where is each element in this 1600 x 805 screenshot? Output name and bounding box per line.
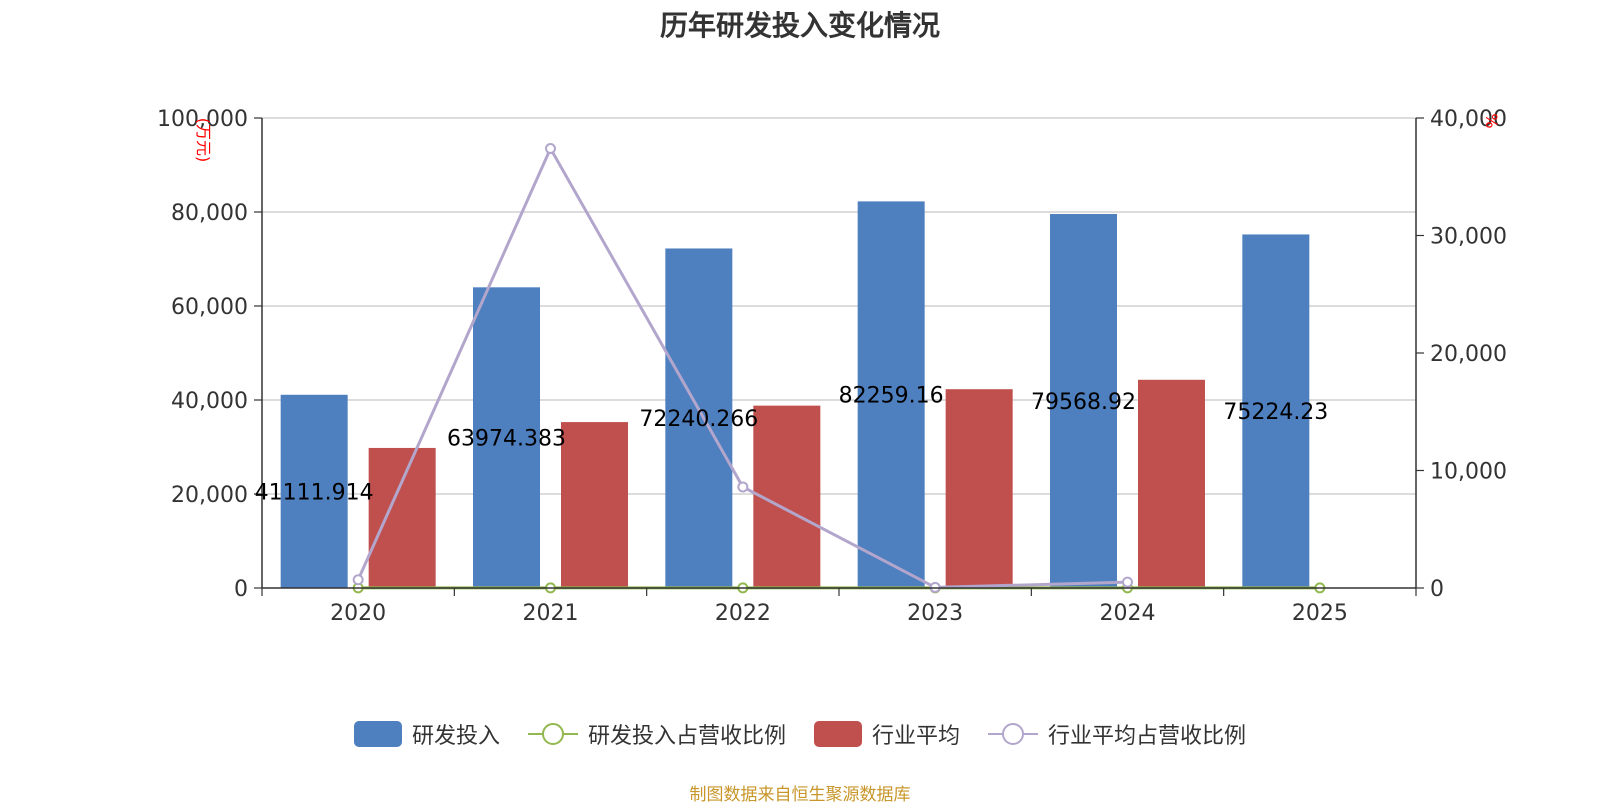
legend-label-rd-ratio: 研发投入占营收比例 bbox=[587, 724, 786, 749]
y-left-tick-label: 60,000 bbox=[171, 295, 248, 320]
bar-rd-investment bbox=[280, 394, 348, 588]
legend: 研发投入 研发投入占营收比例 行业平均 行业平均占营收比例 bbox=[0, 718, 1600, 750]
data-label-rd: 75224.23 bbox=[1223, 400, 1328, 425]
legend-label-industry-ratio: 行业平均占营收比例 bbox=[1048, 724, 1247, 749]
y-left-tick-label: 40,000 bbox=[171, 389, 248, 414]
x-tick-label: 2023 bbox=[907, 601, 963, 626]
axes: 0 20,000 40,000 60,000 80,000 100,000 0 10,000 2… bbox=[157, 107, 1507, 626]
bar-industry-average bbox=[1138, 379, 1205, 588]
y-right-tick-label: 10,000 bbox=[1430, 460, 1507, 485]
legend-swatch-industry-ratio bbox=[988, 723, 1039, 745]
x-tick-label: 2021 bbox=[523, 601, 579, 626]
legend-swatch-rd-ratio bbox=[527, 723, 578, 745]
data-label-rd: 82259.16 bbox=[839, 384, 944, 409]
x-tick-label: 2020 bbox=[330, 601, 386, 626]
y-left-tick-label: 100,000 bbox=[157, 107, 248, 132]
bar-rd-investment bbox=[857, 201, 925, 588]
legend-item-rd-ratio[interactable]: 研发投入占营收比例 bbox=[527, 718, 786, 750]
legend-swatch-industry bbox=[814, 721, 862, 747]
legend-swatch-rd bbox=[353, 721, 402, 747]
bar-rd-investment bbox=[1242, 234, 1310, 589]
bar-industry-average bbox=[945, 389, 1013, 588]
y-left-unit: (万元) bbox=[194, 118, 213, 163]
bar-rd-investment bbox=[473, 287, 540, 588]
y-left-tick-label: 80,000 bbox=[171, 201, 248, 226]
bar-industry-average bbox=[368, 447, 436, 588]
line-industry-ratio-point bbox=[545, 143, 556, 155]
legend-item-industry[interactable]: 行业平均 bbox=[814, 718, 960, 750]
line-industry-ratio-point bbox=[352, 574, 364, 586]
grid-lines bbox=[262, 117, 1416, 495]
data-label-rd: 41111.914 bbox=[255, 480, 374, 505]
legend-item-rd[interactable]: 研发投入 bbox=[353, 718, 500, 750]
data-label-rd: 63974.383 bbox=[447, 427, 566, 452]
x-tick-label: 2025 bbox=[1292, 601, 1348, 626]
data-labels: 41111.914 63974.383 72240.266 82259.16 79568… bbox=[255, 384, 1329, 506]
y-left-tick-label: 0 bbox=[234, 577, 248, 602]
bar-rd-investment bbox=[1050, 214, 1117, 589]
legend-item-industry-ratio[interactable]: 行业平均占营收比例 bbox=[988, 718, 1246, 750]
y-right-tick-label: 30,000 bbox=[1430, 225, 1507, 250]
x-tick-label: 2022 bbox=[715, 601, 771, 626]
data-label-rd: 79568.92 bbox=[1031, 390, 1136, 415]
chart-title: 历年研发投入变化情况 bbox=[659, 9, 940, 42]
y-right-tick-label: 20,000 bbox=[1430, 342, 1507, 367]
chart-area: 0 20,000 40,000 60,000 80,000 100,000 0 10,000 2… bbox=[157, 107, 1507, 626]
y-right-tick-label: 40,000 bbox=[1430, 107, 1507, 132]
legend-label-industry: 行业平均 bbox=[872, 724, 961, 749]
y-right-tick-label: 0 bbox=[1430, 577, 1444, 602]
bars bbox=[280, 201, 1310, 589]
data-label-rd: 72240.266 bbox=[639, 407, 758, 432]
data-source-note: 制图数据来自恒生聚源数据库 bbox=[689, 785, 911, 805]
legend-label-rd: 研发投入 bbox=[411, 724, 500, 749]
y-right-unit: % bbox=[1482, 113, 1501, 128]
x-tick-label: 2024 bbox=[1100, 601, 1156, 626]
bar-rd-investment bbox=[665, 248, 733, 588]
bar-industry-average bbox=[561, 422, 628, 588]
line-industry-ratio-point bbox=[737, 481, 749, 493]
y-left-tick-label: 20,000 bbox=[171, 483, 248, 508]
line-industry-ratio-point bbox=[1122, 576, 1133, 588]
